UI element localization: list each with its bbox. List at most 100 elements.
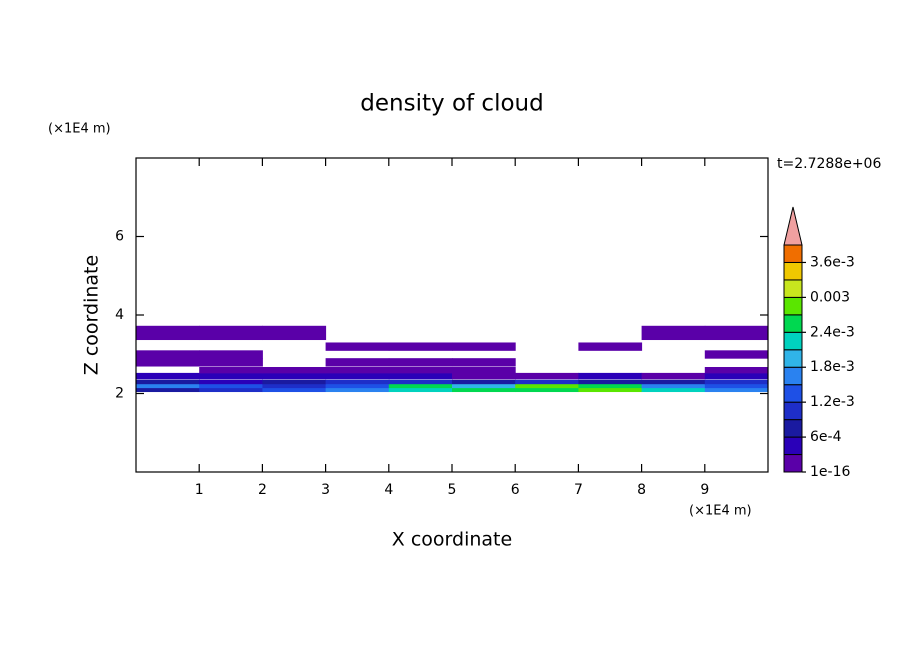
colorbar-box (783, 366, 803, 386)
contour-cell (388, 379, 453, 385)
colorbar-box (783, 261, 803, 281)
contour-cell (452, 383, 516, 389)
contour-cell (452, 387, 516, 393)
x-tick-label: 4 (384, 482, 393, 498)
contour-cell (325, 367, 390, 374)
colorbar-box (783, 436, 803, 456)
contour-cell (452, 372, 516, 380)
x-unit: (×1E4 m) (689, 504, 752, 519)
contour-cell (641, 387, 706, 393)
x-tick-label: 7 (574, 482, 583, 498)
contour-cell (199, 379, 263, 385)
contour-cell (136, 325, 200, 341)
contour-cell (136, 358, 200, 367)
x-tick-label: 9 (700, 482, 709, 498)
y-tick-label: 6 (115, 229, 124, 245)
contour-cell (262, 367, 327, 374)
contour-cell (199, 383, 263, 389)
y-tick-label: 2 (115, 386, 124, 402)
contour-cell (325, 383, 390, 389)
colorbar-box (783, 279, 803, 298)
contour-cell (388, 372, 453, 380)
contour-cell (515, 372, 579, 380)
contour-cell (325, 372, 390, 380)
contour-cell (262, 325, 327, 341)
contour-cell (578, 387, 643, 393)
x-tick-label: 3 (321, 482, 330, 498)
x-tick-label: 6 (511, 482, 520, 498)
contour-cell (199, 350, 263, 359)
contour-cell (641, 325, 706, 341)
colorbar-label: 0.003 (810, 289, 850, 305)
contour-cell (325, 358, 390, 367)
contour-cell (641, 379, 706, 385)
contour-cell (136, 379, 200, 385)
contour-cell (578, 379, 643, 385)
x-tick-label: 1 (195, 482, 204, 498)
time-label: t=2.7288e+06 (777, 156, 881, 172)
contour-cell (452, 358, 516, 367)
contour-cell (199, 372, 263, 380)
colorbar-label: 2.4e-3 (810, 324, 855, 340)
colorbar-box (783, 331, 803, 351)
contour-cell (578, 383, 643, 389)
contour-cell (452, 379, 516, 385)
x-tick-label: 5 (448, 482, 457, 498)
contour-cell (641, 372, 706, 380)
contour-cell (199, 387, 263, 393)
contour-cell (578, 342, 643, 351)
contour-cell (452, 367, 516, 374)
contour-cell (325, 387, 390, 393)
contour-cell (199, 325, 263, 341)
contour-cell (262, 372, 327, 380)
contour-cell (452, 342, 516, 351)
contour-cell (704, 383, 769, 389)
y-unit: (×1E4 m) (48, 122, 111, 137)
contour-cell (704, 387, 769, 393)
colorbar-box (783, 454, 803, 473)
contour-cell (704, 379, 769, 385)
contour-cell (388, 383, 453, 389)
contour-cell (199, 367, 263, 374)
x-tick-label: 8 (637, 482, 646, 498)
contour-cell (325, 379, 390, 385)
contour-cell (136, 387, 200, 393)
contour-cell (641, 383, 706, 389)
colorbar-box (783, 349, 803, 368)
contour-cell (515, 383, 579, 389)
y-axis-label: Z coordinate (81, 255, 103, 375)
colorbar-label: 1.8e-3 (810, 359, 855, 375)
contour-cell (325, 342, 390, 351)
contour-cell (515, 379, 579, 385)
x-tick-label: 2 (258, 482, 267, 498)
contour-cell (388, 358, 453, 367)
contour-cell (388, 342, 453, 351)
colorbar-label: 3.6e-3 (810, 254, 855, 270)
contour-cell (578, 372, 643, 380)
colorbar-box (783, 244, 803, 263)
contour-cell (388, 387, 453, 393)
contour-cell (136, 372, 200, 380)
colorbar-box (783, 296, 803, 316)
contour-cell (704, 325, 769, 341)
contour-cell (262, 383, 327, 389)
contour-cell (515, 387, 579, 393)
plot-frame (135, 157, 769, 473)
colorbar-box (783, 401, 803, 421)
colorbar-box (783, 384, 803, 403)
y-tick-label: 4 (115, 307, 124, 323)
contour-cell (704, 372, 769, 380)
colorbar-arrow (783, 206, 803, 246)
contour-cell (262, 387, 327, 393)
colorbar-label: 1.2e-3 (810, 394, 855, 410)
colorbar-box (783, 314, 803, 333)
contour-cell (704, 367, 769, 374)
contour-cell (704, 350, 769, 359)
contour-cell (262, 379, 327, 385)
contour-cell (136, 383, 200, 389)
colorbar-label: 1e-16 (810, 464, 850, 480)
colorbar-box (783, 419, 803, 438)
contour-cell (199, 358, 263, 367)
x-axis-label: X coordinate (392, 529, 512, 551)
